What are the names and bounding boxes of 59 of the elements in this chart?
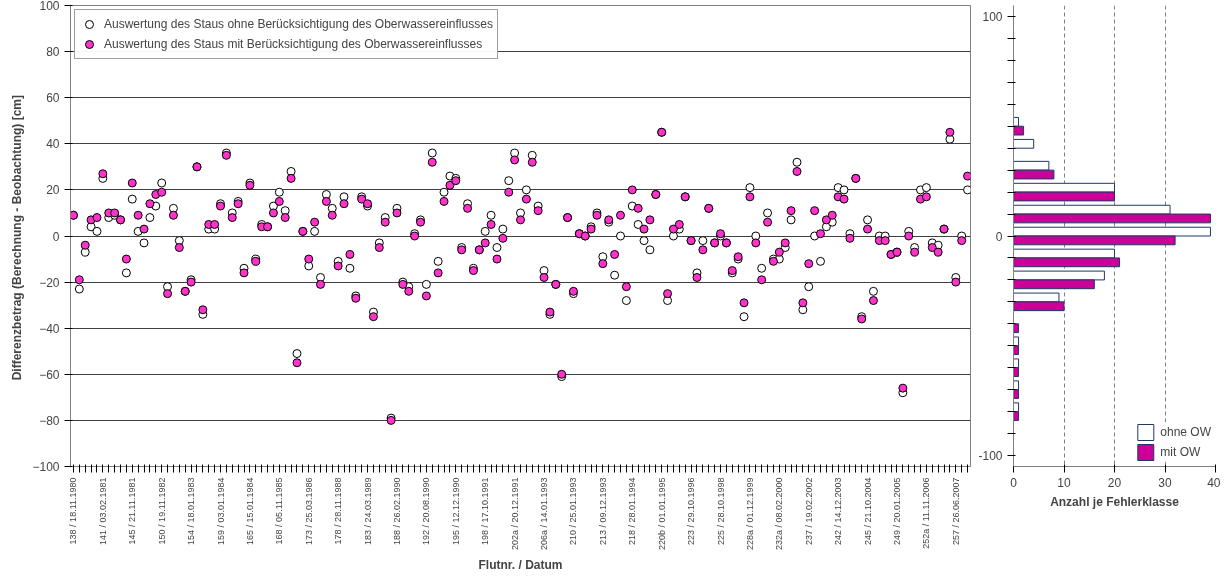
y-tick-label: 20 (46, 183, 60, 198)
x-tick-label: 198 / 17.10.1991 (480, 477, 491, 546)
legend-label: ohne OW (1160, 425, 1211, 439)
legend-label: Auswertung des Staus ohne Berücksichtigung des Oberwassereinflusses (104, 17, 493, 31)
x-tick-label: 159 / 03.01.1984 (215, 477, 226, 546)
x-tick-label: 145 / 21.11.1981 (127, 477, 138, 545)
x-tick-label: 213 / 09.12.1993 (597, 477, 608, 546)
x-tick-label: 210 / 25.01.1993 (568, 477, 579, 546)
y-tick-label: 100 (39, 0, 60, 13)
x-tick-label: 183 / 24.03.1989 (362, 477, 373, 546)
y-tick-label: −40 (39, 321, 60, 336)
x-tick-label: 242 / 14.12.2003 (833, 477, 844, 546)
y-tick-label: −60 (39, 367, 60, 382)
y-tick-label: −20 (39, 275, 60, 290)
x-tick-label: 154 / 18.01.1983 (186, 477, 197, 546)
y-tick-label: −80 (39, 413, 60, 428)
x-tick-label: 225 / 28.10.1998 (715, 477, 726, 546)
x-tick-label: 173 / 25.03.1986 (303, 477, 314, 546)
x-tick-label: 40 (1207, 475, 1221, 490)
y-tick-label: 100 (982, 9, 1003, 24)
x-tick-label: 206a / 14.01.1993 (539, 477, 550, 551)
bar (1013, 323, 1020, 334)
x-tick-label: 0 (1010, 475, 1018, 490)
x-tick-label: 192 / 20.08.1990 (421, 477, 432, 546)
x-tick-label: 20 (1107, 475, 1122, 490)
x-tick-label: 138 / 18.11.1980 (68, 477, 79, 545)
x-tick-label: 223 / 29.10.1996 (686, 477, 697, 546)
y-axis-title: Differenzbetrag (Berechnung - Beobachtung) [cm] (10, 94, 25, 381)
x-tick-label: 237 / 19.02.2002 (803, 477, 814, 546)
x-tick-label: 10 (1057, 475, 1071, 490)
x-tick-label: 178 / 28.11.1988 (333, 477, 344, 545)
x-axis-title: Anzahl je Fehlerklasse (1050, 494, 1180, 509)
x-tick-label: 252a / 11.11.2006 (921, 477, 932, 549)
y-tick-label: 40 (46, 137, 60, 152)
y-tick-label: -100 (978, 449, 1003, 464)
bar (1013, 138, 1035, 149)
x-tick-label: 168 / 05.11.1985 (274, 477, 285, 545)
x-tick-label: 232a / 08.02.2000 (774, 477, 785, 551)
legend-label: mit OW (1160, 445, 1201, 459)
y-tick-label: 0 (995, 229, 1003, 244)
x-tick-label: 228a / 01.12.1999 (744, 477, 755, 551)
x-tick-label: 202a / 20.12.1991 (509, 477, 520, 551)
y-tick-label: 0 (52, 229, 60, 244)
x-tick-label: 30 (1158, 475, 1172, 490)
x-tick-label: 188 / 26.02.1990 (391, 477, 402, 546)
x-tick-label: 150 / 19.11.1982 (156, 477, 167, 545)
y-tick-label: 60 (46, 91, 60, 106)
x-tick-label: 195 / 12.12.1990 (450, 477, 461, 546)
x-tick-label: 220b / 01.01.1995 (656, 477, 667, 551)
y-tick-label: 80 (46, 45, 60, 60)
legend-label: Auswertung des Staus mit Berücksichtigung des Oberwassereinflusses (104, 37, 483, 51)
x-tick-label: 257 / 26.06.2007 (950, 477, 961, 546)
x-axis-title: Flutnr. / Datum (478, 558, 563, 573)
x-tick-label: 165 / 15.01.1984 (244, 477, 255, 546)
x-tick-label: 218 / 28.01.1994 (627, 477, 638, 546)
y-tick-label: −100 (32, 460, 60, 474)
x-tick-label: 245 / 21.10.2004 (862, 477, 873, 546)
x-tick-label: 249 / 20.01.2005 (891, 477, 902, 546)
x-tick-label: 141 / 03.02.1981 (97, 477, 108, 546)
